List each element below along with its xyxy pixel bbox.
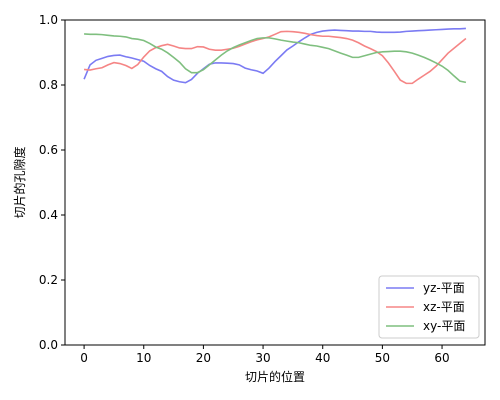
y-tick-label: 0.8 [39,78,58,92]
x-tick-label: 50 [375,351,390,365]
y-tick-label: 1.0 [39,13,58,27]
legend: yz-平面 xz-平面 xy-平面 [378,275,480,339]
x-tick-label: 0 [80,351,88,365]
y-axis-label: 切片的孔隙度 [12,146,27,218]
x-tick-label: 40 [315,351,330,365]
y-tick-label: 0.2 [39,273,58,287]
series-line-2 [84,33,467,84]
series-line-0 [83,27,466,84]
y-axis-ticks: 0.0 0.2 0.4 0.6 0.8 1.0 [39,13,65,352]
legend-label-2: xy-平面 [423,319,465,333]
series-line-1 [84,30,467,85]
legend-box [378,275,480,339]
y-tick-label: 0.0 [39,338,58,352]
legend-label-0: yz-平面 [423,281,465,295]
plot-frame [64,19,486,346]
y-tick-label: 0.6 [39,143,58,157]
legend-label-1: xz-平面 [423,300,465,314]
x-axis-label: 切片的位置 [245,369,305,384]
x-tick-label: 30 [255,351,270,365]
series-layer [83,27,467,85]
x-tick-label: 20 [196,351,211,365]
y-tick-label: 0.4 [39,208,58,222]
x-tick-label: 10 [136,351,151,365]
x-axis-ticks: 0 10 20 30 40 50 60 [80,345,450,365]
x-tick-label: 60 [434,351,449,365]
